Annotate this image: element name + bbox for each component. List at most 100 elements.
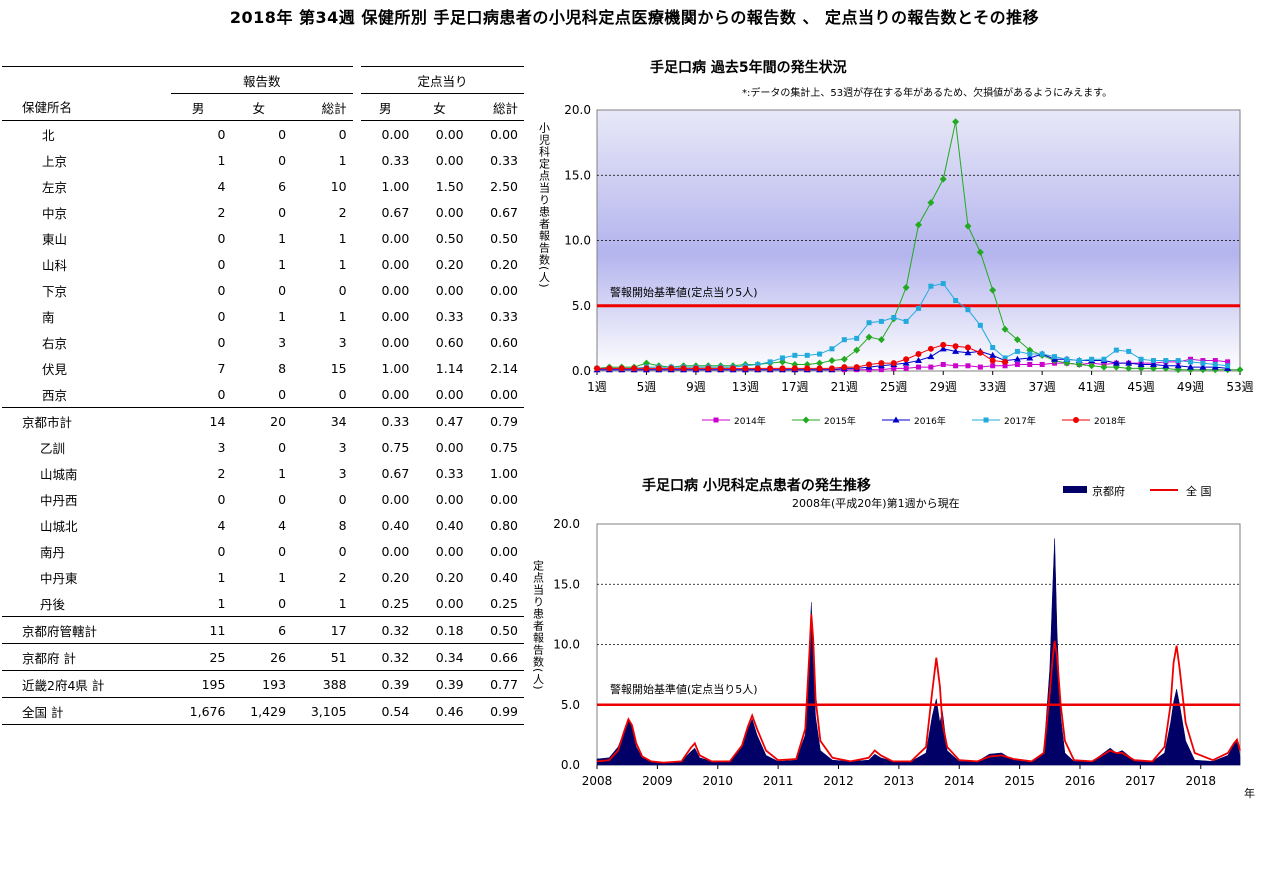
chart1-point — [952, 343, 959, 350]
row-count-f: 0 — [278, 439, 287, 455]
page-title: 2018年 第34週 保健所別 手足口病患者の小児科定点医療機関からの報告数 、… — [229, 8, 1040, 27]
table-row: 左京 4 6 10 1.00 1.50 2.50 — [2, 173, 524, 199]
chart1-point — [816, 365, 823, 372]
chart1-ytick: 10.0 — [564, 234, 591, 248]
chart1-xtick: 33週 — [979, 380, 1006, 394]
chart1-point — [953, 363, 959, 369]
chart1-point — [655, 365, 662, 372]
chart1-point — [990, 363, 996, 369]
table-row: 全国 計 1,676 1,429 3,105 0.54 0.46 0.99 — [2, 697, 524, 725]
chart1-point — [890, 360, 897, 367]
chart2-ytick: 0.0 — [561, 758, 580, 772]
row-rate-rf: 0.00 — [435, 204, 464, 220]
row-count-f: 1 — [278, 256, 287, 272]
table-row: 京都市計 14 20 34 0.33 0.47 0.79 — [2, 408, 524, 435]
row-name: 中丹西 — [40, 492, 78, 508]
row-rate-rm: 1.00 — [381, 178, 410, 194]
chart1-point — [829, 346, 835, 352]
row-rate-rf: 0.60 — [435, 334, 464, 350]
chart1-point — [804, 365, 811, 372]
row-count-f: 0 — [231, 590, 293, 617]
chart1-point — [779, 355, 785, 361]
row-rate-rm: 0.67 — [381, 204, 410, 220]
row-count-t: 0 — [338, 282, 347, 298]
row-name: 西京 — [2, 381, 171, 408]
chart2-area-kyoto — [596, 538, 1241, 766]
chart1-point — [1200, 358, 1206, 364]
row-rate-rt: 0.99 — [469, 697, 524, 725]
row-count-f: 1 — [278, 230, 287, 246]
chart1-point — [927, 345, 934, 352]
chart1-legend-label: 2015年 — [824, 415, 856, 427]
chart1-point — [1236, 366, 1244, 374]
table-row: 東山 0 1 1 0.00 0.50 0.50 — [2, 225, 524, 251]
chart1-point — [927, 353, 935, 360]
chart1-point — [854, 335, 860, 341]
chart1-point — [1137, 360, 1145, 367]
row-rate-rm: 0.00 — [381, 282, 410, 298]
chart1-point — [779, 365, 786, 372]
row-count-m: 1 — [170, 590, 232, 617]
row-name: 中丹東 — [40, 570, 78, 586]
chart1-point — [1125, 359, 1133, 366]
chart1-point — [713, 417, 719, 423]
chart1-point — [742, 365, 749, 372]
row-name: 伏見 — [42, 361, 68, 377]
chart1-point — [939, 345, 947, 352]
chart1-point — [1088, 362, 1096, 370]
table-row: 南 0 1 1 0.00 0.33 0.33 — [2, 303, 524, 329]
row-rate-rf: 0.00 — [435, 543, 464, 559]
report-table: 報告数 定点当り 保健所名男女総計男女総計北 0 0 0 0.00 0.00 0.00 上京 1 0 1… — [2, 66, 524, 725]
row-rate-rf: 1.50 — [435, 178, 464, 194]
chart2-xtick: 2016 — [1065, 774, 1096, 788]
chart1-xtick: 37週 — [1029, 380, 1056, 394]
chart1-point — [643, 365, 650, 372]
row-rate-rt: 0.33 — [490, 152, 518, 168]
row-rate-rf: 0.20 — [435, 569, 464, 585]
row-rate-rf: 0.33 — [435, 308, 464, 324]
chart1-point — [964, 349, 972, 356]
chart1-point — [1039, 361, 1045, 367]
row-count-t: 17 — [292, 616, 353, 644]
chart2-xtick: 2012 — [823, 774, 854, 788]
chart2-series-national — [596, 614, 1241, 764]
row-rate-rf: 0.18 — [415, 616, 470, 644]
header-rates: 定点当り — [361, 66, 524, 94]
row-name: 下京 — [42, 283, 68, 299]
chart2-xtick: 2008 — [582, 774, 613, 788]
chart1-point — [952, 118, 960, 126]
row-rate-rm: 0.75 — [381, 439, 410, 455]
header-rate-female: 女 — [415, 93, 470, 121]
chart2-xtick: 2013 — [884, 774, 915, 788]
header-rate-total: 総計 — [469, 93, 524, 121]
row-rate-rm: 0.00 — [381, 543, 410, 559]
table-row: 下京 0 0 0 0.00 0.00 0.00 — [2, 277, 524, 303]
row-count-t: 1 — [292, 590, 353, 617]
table-row: 山城北 4 4 8 0.40 0.40 0.80 — [2, 512, 524, 538]
row-rate-rt: 0.00 — [490, 282, 518, 298]
chart2-xtick: 2011 — [763, 774, 794, 788]
chart1-xtick: 29週 — [930, 380, 957, 394]
row-rate-rm: 0.20 — [381, 569, 410, 585]
row-count-t: 0 — [292, 381, 353, 408]
chart1-point — [878, 318, 884, 324]
row-count-f: 20 — [270, 413, 287, 429]
row-rate-rm: 0.33 — [381, 413, 410, 429]
chart1-xtick: 49週 — [1177, 380, 1204, 394]
chart2-xtick: 2015 — [1004, 774, 1035, 788]
row-rate-rt: 0.25 — [469, 590, 524, 617]
row-count-m: 7 — [217, 360, 226, 376]
chart1-point — [804, 352, 810, 358]
chart1-point — [631, 365, 638, 372]
row-name: 南丹 — [40, 544, 66, 560]
row-rate-rf: 0.47 — [435, 413, 464, 429]
chart1-ytick: 5.0 — [572, 299, 591, 313]
chart1-point — [1002, 363, 1008, 369]
chart1-point — [1026, 354, 1034, 361]
chart1-point — [1014, 348, 1020, 354]
row-name: 京都府管轄計 — [2, 616, 171, 644]
row-count-t: 8 — [338, 517, 347, 533]
chart1-point — [927, 199, 935, 207]
chart1-point — [977, 322, 983, 328]
chart1-xtick: 45週 — [1127, 380, 1154, 394]
